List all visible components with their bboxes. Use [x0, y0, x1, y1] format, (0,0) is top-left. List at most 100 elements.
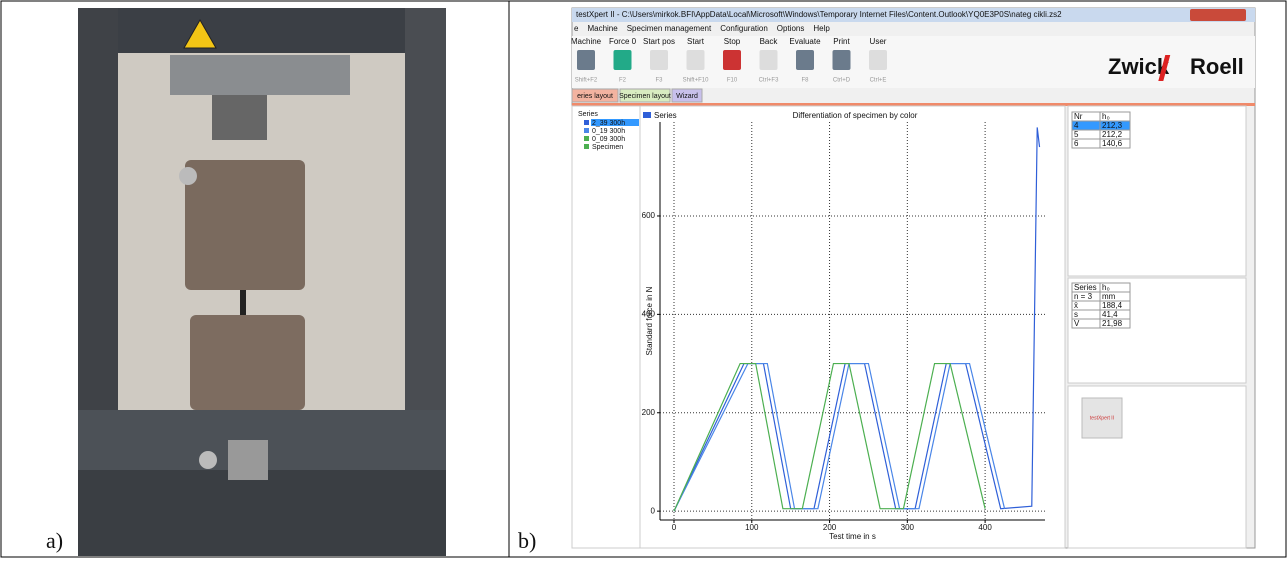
tool-key: Ctrl+F3	[759, 78, 780, 84]
toolbar	[572, 36, 1255, 88]
brand-slash	[1158, 55, 1171, 81]
table-text: 41,4	[1102, 310, 1118, 319]
x-tick-label: 300	[901, 523, 915, 532]
tool-icon[interactable]	[723, 50, 741, 70]
window-buttons[interactable]	[1190, 9, 1246, 21]
tool-icon[interactable]	[832, 50, 851, 70]
x-tick-label: 400	[978, 523, 992, 532]
table-text: V	[1074, 319, 1080, 328]
tab[interactable]	[571, 88, 619, 103]
photo	[78, 8, 446, 556]
tool-label[interactable]: Print	[833, 37, 850, 46]
table-cell	[1099, 138, 1131, 149]
brand: Roell	[1190, 54, 1244, 79]
badge: testXpert II	[1090, 415, 1114, 421]
menu-item[interactable]: Options	[777, 24, 805, 33]
badge-box	[1081, 397, 1123, 439]
tool-label[interactable]: Start pos	[643, 37, 675, 46]
table-text: mm	[1102, 292, 1116, 301]
tool-key: Ctrl+E	[870, 78, 887, 84]
tab-label[interactable]: Wizard	[676, 93, 698, 100]
tool-icon[interactable]	[796, 50, 814, 70]
y-tick-label: 0	[651, 506, 656, 515]
table-text: 5	[1074, 130, 1079, 139]
table-text: 6	[1074, 139, 1079, 148]
tool-icon[interactable]	[650, 50, 668, 70]
table-text: 140,6	[1102, 139, 1123, 148]
series-line	[673, 362, 986, 512]
tool-label[interactable]: Start	[687, 37, 705, 46]
tree-icon	[584, 136, 589, 141]
tool-label[interactable]: Force 0	[609, 37, 637, 46]
tree-select	[591, 119, 639, 126]
x-tick-label: 0	[672, 523, 677, 532]
table-text: 188,4	[1102, 301, 1123, 310]
tool-key: F2	[619, 78, 627, 84]
tool-key: F10	[727, 78, 738, 84]
tool-label[interactable]: Stop	[724, 37, 741, 46]
tree-panel	[571, 105, 641, 549]
table-text: h₀	[1102, 112, 1110, 121]
table-text: n = 3	[1074, 292, 1093, 301]
table-text: 21,98	[1102, 319, 1123, 328]
tool-label[interactable]: User	[870, 37, 887, 46]
table-text: s	[1074, 310, 1078, 319]
tool-icon[interactable]	[577, 50, 595, 70]
tree-icon	[584, 128, 589, 133]
panel-label: b)	[518, 528, 536, 553]
title-bar	[572, 8, 1255, 22]
window-title: testXpert II - C:\Users\mirkok.BFI\AppDa…	[576, 10, 1062, 19]
brand: Zwick	[1108, 54, 1170, 79]
tab-label[interactable]: Specimen layout	[619, 93, 671, 100]
table-text: Nr	[1074, 112, 1083, 121]
table-text: Series	[1074, 283, 1097, 292]
table-text: x̄	[1074, 301, 1078, 310]
tab[interactable]	[671, 88, 703, 103]
menu-item[interactable]: Configuration	[720, 24, 768, 33]
table-text: 212,3	[1102, 121, 1123, 130]
tab-label[interactable]: eries layout	[577, 93, 613, 100]
menu-item[interactable]: Help	[813, 24, 830, 33]
legend-icon	[643, 112, 651, 118]
separator	[572, 103, 1255, 106]
x-axis-label: Test time in s	[829, 532, 876, 541]
tool-key: Shift+F2	[575, 78, 598, 84]
table-text: 212,2	[1102, 130, 1123, 139]
menu-item[interactable]: Machine	[587, 24, 618, 33]
tool-icon[interactable]	[613, 50, 632, 70]
tab[interactable]	[619, 88, 671, 103]
chart-panel	[639, 105, 1066, 549]
x-tick-label: 200	[823, 523, 837, 532]
tool-label[interactable]: Evaluate	[789, 37, 821, 46]
tree-item[interactable]: 0_19 300h	[592, 128, 625, 135]
tool-icon[interactable]	[869, 50, 887, 70]
table-text: 4	[1074, 121, 1079, 130]
series-line	[673, 362, 1006, 512]
tree-icon	[584, 144, 589, 149]
tool-key: F3	[655, 78, 663, 84]
y-axis-label: Standard force in N	[645, 286, 654, 355]
menu-item[interactable]: Specimen management	[627, 24, 712, 33]
y-tick-label: 400	[642, 309, 656, 318]
tree-item[interactable]: Specimen	[592, 144, 623, 151]
tree-icon	[584, 120, 589, 125]
tree-root[interactable]: Series	[578, 111, 598, 118]
table-cell	[1099, 318, 1131, 329]
table-text: h₀	[1102, 283, 1110, 292]
tool-icon[interactable]	[759, 50, 778, 70]
tool-label[interactable]: Back	[760, 37, 779, 46]
y-tick-label: 600	[642, 211, 656, 220]
tool-icon[interactable]	[686, 50, 705, 70]
legend-title: Series	[654, 111, 677, 120]
y-tick-label: 200	[642, 408, 656, 417]
tree-item[interactable]: 0_09 300h	[592, 136, 625, 143]
tree-item[interactable]: 2_39 300h	[592, 120, 625, 127]
tool-key: Shift+F10	[683, 78, 710, 84]
menu-item[interactable]: e	[574, 24, 579, 33]
x-tick-label: 100	[745, 523, 759, 532]
tool-key: F8	[801, 78, 809, 84]
tool-label[interactable]: Machine	[571, 37, 602, 46]
